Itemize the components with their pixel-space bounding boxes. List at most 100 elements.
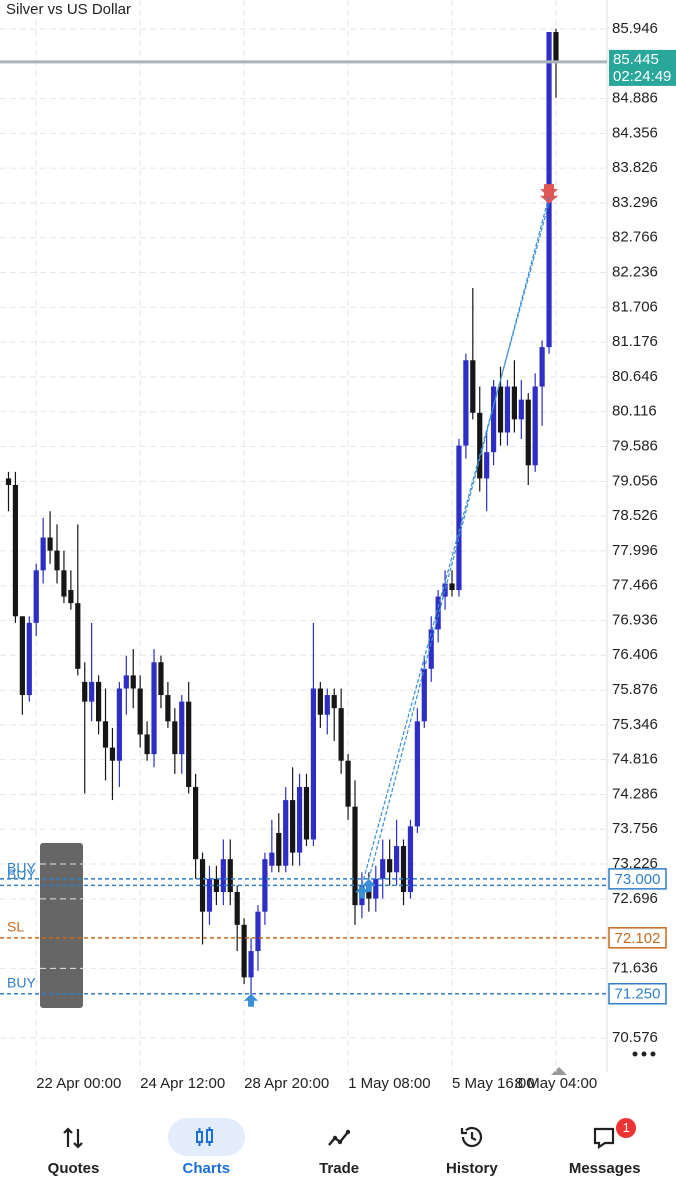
price-tag-label: 71.250 <box>615 986 661 1003</box>
y-tick-label: 70.576 <box>612 1029 658 1046</box>
candle-body <box>227 859 233 892</box>
y-tick-label: 75.346 <box>612 716 658 733</box>
candle-body <box>179 701 185 755</box>
nav-item[interactable]: Messages 1 <box>537 1100 672 1200</box>
candle-body <box>414 721 420 827</box>
y-tick-label: 84.886 <box>612 90 658 107</box>
candle-body <box>491 386 497 453</box>
nav-item[interactable]: Charts <box>139 1100 274 1200</box>
candle-body <box>123 675 129 689</box>
candle-body <box>47 537 53 551</box>
y-tick-label: 74.816 <box>612 751 658 768</box>
nav-label: History <box>446 1160 498 1177</box>
x-tick-label: 5 May 16:00 <box>452 1075 535 1092</box>
candle-body <box>511 386 517 420</box>
candle-body <box>463 360 469 446</box>
candle-body <box>186 701 192 787</box>
candle-body <box>442 583 448 597</box>
candle-body <box>317 688 323 715</box>
scroll-marker <box>551 1067 567 1075</box>
y-tick-label: 84.356 <box>612 124 658 141</box>
candle-body <box>234 891 240 925</box>
candle-body <box>109 747 116 761</box>
candle-body <box>61 570 67 597</box>
candle-body <box>193 786 199 860</box>
nav-icon <box>35 1118 112 1156</box>
order-type: BUY <box>7 974 36 990</box>
candle-body <box>75 603 81 669</box>
y-tick-label: 83.826 <box>612 159 658 176</box>
current-price-tag <box>609 49 676 86</box>
chart-title: Silver vs US Dollar <box>6 1 131 18</box>
nav-item[interactable]: Quotes <box>6 1100 141 1200</box>
candle-body <box>213 878 219 892</box>
y-tick-label: 79.586 <box>612 437 658 454</box>
candle-body <box>172 721 178 755</box>
price-tag <box>608 982 667 1005</box>
candle-body <box>338 708 344 761</box>
exit-arrow <box>540 184 559 198</box>
candle-body <box>421 668 427 722</box>
grid <box>0 0 607 1072</box>
candle-body <box>283 800 289 866</box>
y-tick-label: 73.756 <box>612 820 658 837</box>
candle-body <box>387 859 393 873</box>
candle-body <box>449 583 455 591</box>
candle-body <box>89 681 95 702</box>
candle-body <box>165 695 171 722</box>
nav-label: Charts <box>182 1160 231 1177</box>
current-price-label: 85.445 <box>613 51 659 68</box>
candle-body <box>525 399 531 466</box>
nav-icon <box>301 1118 378 1156</box>
candle-body <box>373 878 379 899</box>
candle-body <box>262 859 268 912</box>
x-tick-label: 28 Apr 20:00 <box>244 1075 329 1092</box>
candle-body <box>40 537 46 571</box>
y-tick-label: 85.946 <box>612 20 658 37</box>
menu-dot[interactable] <box>650 1051 656 1057</box>
y-tick-label: 73.226 <box>612 855 658 872</box>
candle-body <box>504 386 511 433</box>
side-panel[interactable] <box>40 843 83 1008</box>
x-tick-label: 1 May 08:00 <box>348 1075 431 1092</box>
chart: Silver vs US Dollar 85.946 84.886 84.356 83… <box>0 0 676 1092</box>
badge: 1 <box>616 1118 637 1138</box>
candle-body <box>95 681 102 722</box>
candle-body <box>151 662 157 755</box>
y-tick-label: 82.766 <box>612 229 658 246</box>
candle-body <box>393 846 400 873</box>
candle-body <box>276 832 282 866</box>
y-tick-label: 80.646 <box>612 368 658 385</box>
y-tick-label: 83.296 <box>612 194 658 211</box>
menu-dot[interactable] <box>641 1051 647 1057</box>
y-tick-label: 80.116 <box>612 403 657 420</box>
candle-body <box>5 478 12 485</box>
y-tick-label: 75.876 <box>612 681 658 698</box>
trade-line <box>368 195 550 880</box>
candle-body <box>428 629 434 669</box>
y-tick-label: 81.176 <box>612 333 658 350</box>
order-type: SL <box>7 919 24 935</box>
price-tag <box>608 927 667 949</box>
candle-body <box>331 695 337 709</box>
countdown-label: 02:24:49 <box>613 68 671 85</box>
nav-icon <box>566 1118 643 1156</box>
candle-body <box>497 386 504 433</box>
y-tick-label: 78.526 <box>612 507 658 524</box>
nav-label: Quotes <box>47 1160 100 1177</box>
order-type: BUY <box>7 860 36 876</box>
y-tick-label: 82.236 <box>612 264 658 281</box>
nav-item[interactable]: Trade <box>272 1100 407 1200</box>
menu-dot[interactable] <box>632 1051 638 1057</box>
candle-body <box>435 596 441 630</box>
candle-body <box>539 347 545 387</box>
candle-body <box>241 924 247 978</box>
candle-body <box>477 412 483 479</box>
nav-item[interactable]: History <box>404 1100 539 1200</box>
y-tick-label: 77.996 <box>612 542 658 559</box>
x-tick-label: 24 Apr 12:00 <box>140 1075 225 1092</box>
candle-body <box>352 806 358 906</box>
candle-body <box>290 800 296 853</box>
candle-body <box>102 721 109 748</box>
